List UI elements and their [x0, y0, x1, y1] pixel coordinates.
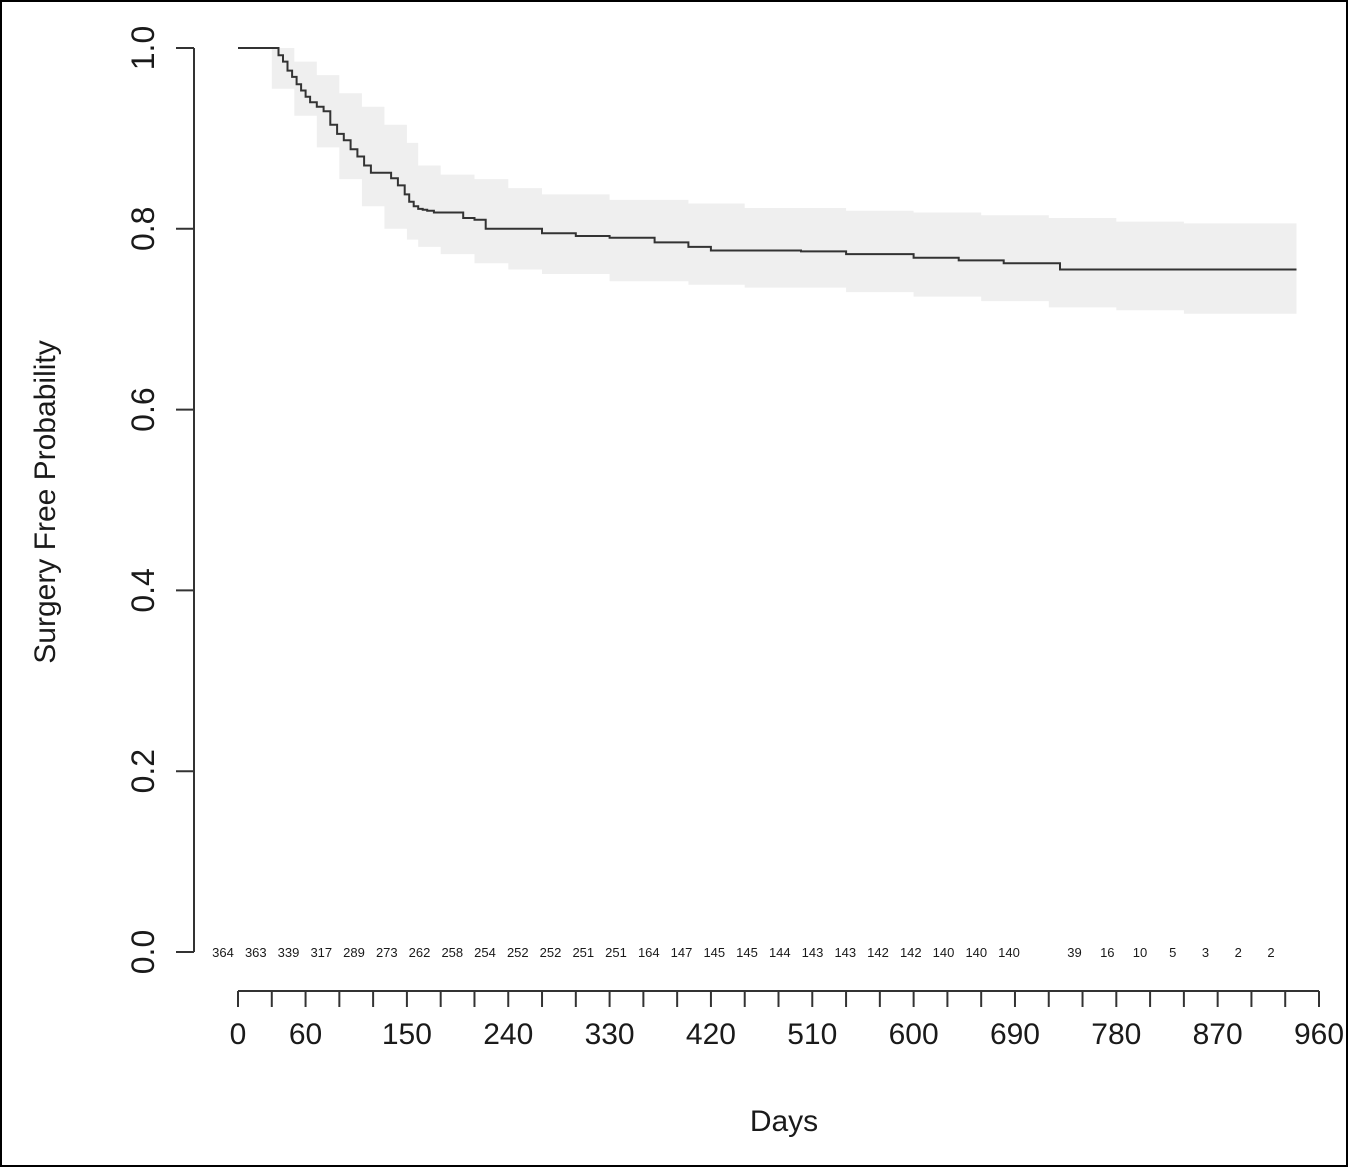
at-risk-count: 251: [572, 945, 594, 960]
y-tick-label: 0.2: [125, 749, 161, 793]
x-tick-label: 420: [686, 1018, 736, 1051]
y-tick-label: 0.8: [125, 207, 161, 251]
at-risk-count: 143: [834, 945, 856, 960]
at-risk-count: 144: [769, 945, 791, 960]
number-at-risk-row: 364 363 339 317 289 273 262 258 254 252 252 251 251 1…: [212, 945, 1274, 960]
x-tick-label: 600: [889, 1018, 939, 1051]
at-risk-count: 147: [671, 945, 693, 960]
y-tick-label: 1.0: [125, 26, 161, 70]
at-risk-count: 140: [933, 945, 955, 960]
at-risk-count: 254: [474, 945, 496, 960]
at-risk-count: 363: [245, 945, 267, 960]
x-tick-label: 780: [1091, 1018, 1141, 1051]
x-tick-label: 240: [483, 1018, 533, 1051]
at-risk-count: 164: [638, 945, 660, 960]
at-risk-count: 364: [212, 945, 234, 960]
at-risk-count: 10: [1133, 945, 1147, 960]
x-tick-label: 960: [1294, 1018, 1344, 1051]
at-risk-count: 145: [736, 945, 758, 960]
at-risk-count: 252: [507, 945, 529, 960]
y-axis: 0.0 0.2 0.4 0.6 0.8 1.0: [125, 26, 195, 974]
x-tick-label: 330: [585, 1018, 635, 1051]
y-tick-label: 0.0: [125, 930, 161, 974]
x-tick-label: 60: [289, 1018, 322, 1051]
x-tick-label: 150: [382, 1018, 432, 1051]
at-risk-count: 143: [802, 945, 824, 960]
x-tick-label: 690: [990, 1018, 1040, 1051]
at-risk-count: 2: [1235, 945, 1242, 960]
at-risk-count: 140: [998, 945, 1020, 960]
confidence-band-layer: [238, 48, 1297, 314]
x-tick-label: 0: [230, 1018, 247, 1051]
at-risk-count: 258: [441, 945, 463, 960]
at-risk-count: 339: [278, 945, 300, 960]
survival-curve: [238, 47, 1297, 271]
at-risk-count: 252: [540, 945, 562, 960]
x-axis: 0 60 150 240 330 420 510 600 690 780 870 960: [230, 990, 1344, 1051]
x-tick-label: 510: [787, 1018, 837, 1051]
x-tick-label: 870: [1193, 1018, 1243, 1051]
survival-curve-layer: [238, 47, 1297, 271]
confidence-band: [238, 48, 1297, 314]
at-risk-count: 39: [1067, 945, 1081, 960]
y-axis-title: Surgery Free Probability: [29, 340, 62, 663]
at-risk-count: 145: [703, 945, 725, 960]
at-risk-count: 289: [343, 945, 365, 960]
at-risk-count: 140: [965, 945, 987, 960]
at-risk-count: 142: [867, 945, 889, 960]
at-risk-count: 5: [1169, 945, 1176, 960]
at-risk-count: 251: [605, 945, 627, 960]
at-risk-count: 16: [1100, 945, 1114, 960]
at-risk-count: 142: [900, 945, 922, 960]
y-tick-label: 0.6: [125, 387, 161, 431]
at-risk-count: 3: [1202, 945, 1209, 960]
at-risk-count: 2: [1267, 945, 1274, 960]
x-axis-title: Days: [750, 1105, 818, 1138]
at-risk-count: 317: [310, 945, 332, 960]
y-tick-label: 0.4: [125, 568, 161, 612]
at-risk-count: 262: [409, 945, 431, 960]
at-risk-count: 273: [376, 945, 398, 960]
